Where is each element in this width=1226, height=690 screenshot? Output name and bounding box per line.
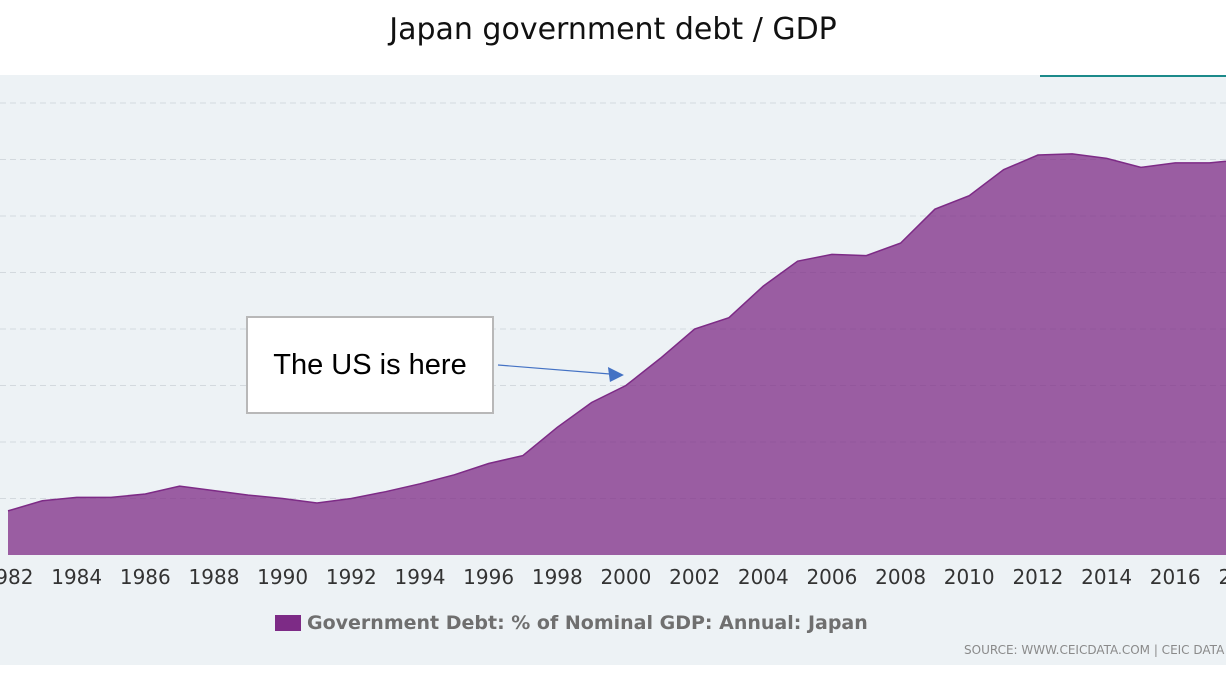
legend-swatch (275, 615, 301, 631)
x-tick-label-1990: 1990 (257, 565, 308, 589)
x-tick-label-1984: 1984 (51, 565, 102, 589)
x-tick-label-1986: 1986 (120, 565, 171, 589)
data-point-1993[interactable] (383, 489, 389, 495)
data-point-1992[interactable] (348, 496, 354, 502)
data-point-1997[interactable] (520, 453, 526, 459)
x-tick-label-2014: 2014 (1081, 565, 1132, 589)
annotation-text: The US is here (273, 348, 467, 381)
data-point-2015[interactable] (1138, 164, 1144, 170)
data-point-2002[interactable] (692, 326, 698, 332)
data-point-1991[interactable] (314, 500, 320, 506)
data-point-2013[interactable] (1069, 151, 1075, 157)
legend[interactable]: Government Debt: % of Nominal GDP: Annua… (275, 612, 868, 634)
x-tick-label-1988: 1988 (189, 565, 240, 589)
data-point-2016[interactable] (1172, 160, 1178, 166)
data-point-1985[interactable] (108, 494, 114, 500)
data-point-1988[interactable] (211, 488, 217, 494)
data-point-1996[interactable] (486, 461, 492, 467)
x-tick-label-2018: 2018 (1218, 565, 1226, 589)
data-point-1983[interactable] (39, 498, 45, 504)
series-area[interactable] (8, 153, 1226, 555)
x-tick-label-2004: 2004 (738, 565, 789, 589)
series-line (7, 153, 1226, 512)
data-point-1984[interactable] (74, 494, 80, 500)
x-tick-label-1998: 1998 (532, 565, 583, 589)
x-tick-label-2000: 2000 (600, 565, 651, 589)
data-point-1999[interactable] (589, 400, 595, 406)
data-point-2017[interactable] (1207, 160, 1213, 166)
data-point-2000[interactable] (623, 383, 629, 389)
chart-panel: 1982 1984 1986 1988 1990 1992 1994 1996 1998 2000… (0, 75, 1226, 665)
data-point-1987[interactable] (177, 483, 183, 489)
x-tick-label-2006: 2006 (806, 565, 857, 589)
annotation-arrowhead (607, 367, 624, 382)
data-point-1995[interactable] (451, 472, 457, 478)
annotation-callout: The US is here (246, 316, 494, 414)
x-tick-label-2012: 2012 (1012, 565, 1063, 589)
x-tick-label-2016: 2016 (1150, 565, 1201, 589)
data-point-2005[interactable] (795, 258, 801, 264)
data-point-1986[interactable] (142, 491, 148, 497)
legend-label: Government Debt: % of Nominal GDP: Annua… (307, 612, 868, 634)
data-point-2008[interactable] (898, 240, 904, 246)
x-tick-label-1982: 1982 (0, 565, 33, 589)
data-point-1998[interactable] (554, 424, 560, 430)
chart-svg: 1982 1984 1986 1988 1990 1992 1994 1996 1998 2000… (0, 75, 1226, 589)
data-point-2006[interactable] (829, 251, 835, 257)
source-note: SOURCE: WWW.CEICDATA.COM | CEIC DATA (964, 643, 1225, 657)
data-point-2012[interactable] (1035, 152, 1041, 158)
data-point-2010[interactable] (966, 193, 972, 199)
data-point-1994[interactable] (417, 481, 423, 487)
x-tick-label-1994: 1994 (395, 565, 446, 589)
data-point-1982[interactable] (5, 508, 11, 514)
x-tick-label-1996: 1996 (463, 565, 514, 589)
x-tick-label-2008: 2008 (875, 565, 926, 589)
data-point-2007[interactable] (863, 253, 869, 259)
data-point-2011[interactable] (1001, 167, 1007, 173)
data-point-2009[interactable] (932, 206, 938, 212)
x-tick-label-2010: 2010 (944, 565, 995, 589)
data-point-1989[interactable] (245, 492, 251, 498)
x-tick-label-2002: 2002 (669, 565, 720, 589)
x-tick-label-1992: 1992 (326, 565, 377, 589)
data-point-2003[interactable] (726, 315, 732, 321)
data-point-2014[interactable] (1104, 155, 1110, 161)
annotation-arrow (497, 364, 610, 375)
data-point-2004[interactable] (760, 283, 766, 289)
data-point-1990[interactable] (280, 496, 286, 502)
chart-title: Japan government debt / GDP (389, 12, 837, 47)
data-point-2001[interactable] (657, 355, 663, 361)
